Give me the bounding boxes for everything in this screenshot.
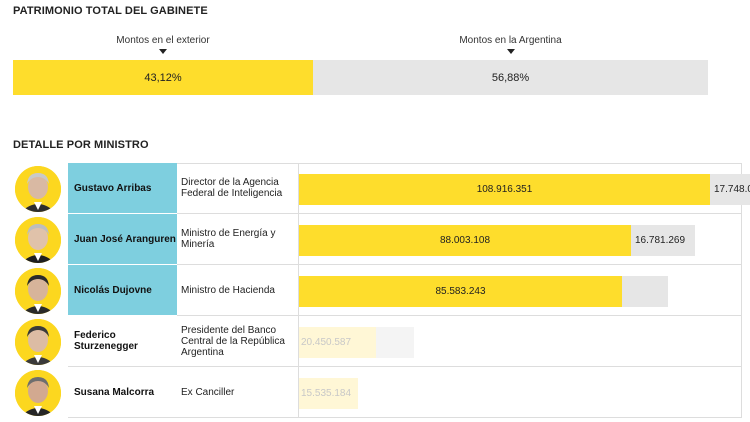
- minister-name: Gustavo Arribas: [68, 163, 177, 214]
- total-section-title: PATRIMONIO TOTAL DEL GABINETE: [13, 5, 208, 17]
- detail-section-title: DETALLE POR MINISTRO: [13, 139, 149, 151]
- minister-role: Ministro de Energía y Minería: [177, 214, 298, 265]
- minister-bar-cell: 20.450.587: [298, 316, 742, 367]
- legend-exterior-arrow-icon: [159, 49, 167, 54]
- minister-role: Director de la Agencia Federal de Inteli…: [177, 163, 298, 214]
- avatar: [15, 166, 61, 212]
- minister-name: Susana Malcorra: [68, 367, 177, 418]
- minister-role: Ex Canciller: [177, 367, 298, 418]
- minister-role: Ministro de Hacienda: [177, 265, 298, 316]
- minister-name: Nicolás Dujovne: [68, 265, 177, 316]
- minister-row[interactable]: Gustavo Arribas Director de la Agencia Fe…: [0, 163, 750, 214]
- bar-exterior[interactable]: 88.003.108: [299, 225, 631, 256]
- bar-exterior[interactable]: 85.583.243: [299, 276, 622, 307]
- bar-argentina-label: 16.781.269: [635, 235, 686, 246]
- minister-row[interactable]: Federico Sturzenegger Presidente del Banc…: [0, 316, 750, 367]
- total-stacked-bar: 43,12% 56,88%: [13, 60, 708, 95]
- minister-bar-cell: 15.535.184: [298, 367, 742, 418]
- minister-row[interactable]: Susana Malcorra Ex Canciller 15.535.184: [0, 367, 750, 418]
- minister-bar-cell: 85.583.243: [298, 265, 742, 316]
- minister-bar-cell: 108.916.351 17.748.068: [298, 163, 750, 214]
- legend-argentina-arrow-icon: [506, 49, 515, 54]
- total-bar-exterior-segment[interactable]: 43,12%: [13, 60, 313, 95]
- detail-table-top-border: [68, 163, 742, 164]
- avatar: [15, 217, 61, 263]
- minister-name: Federico Sturzenegger: [68, 316, 177, 367]
- minister-row[interactable]: Nicolás Dujovne Ministro de Hacienda 85.58…: [0, 265, 750, 316]
- bar-exterior[interactable]: 20.450.587: [299, 327, 376, 358]
- minister-bar-cell: 88.003.108 16.781.269: [298, 214, 742, 265]
- bar-argentina-label: 17.748.068: [714, 184, 750, 195]
- minister-role: Presidente del Banco Central de la Repúb…: [177, 316, 298, 367]
- avatar: [15, 268, 61, 314]
- minister-row[interactable]: Juan José Aranguren Ministro de Energía y…: [0, 214, 750, 265]
- bar-exterior[interactable]: 15.535.184: [299, 378, 358, 409]
- total-bar-argentina-segment[interactable]: 56,88%: [313, 60, 708, 95]
- avatar: [15, 370, 61, 416]
- avatar: [15, 319, 61, 365]
- legend-exterior-label: Montos en el exterior: [116, 35, 210, 46]
- minister-name: Juan José Aranguren: [68, 214, 177, 265]
- legend-argentina-label: Montos en la Argentina: [459, 35, 562, 46]
- bar-exterior[interactable]: 108.916.351: [299, 174, 710, 205]
